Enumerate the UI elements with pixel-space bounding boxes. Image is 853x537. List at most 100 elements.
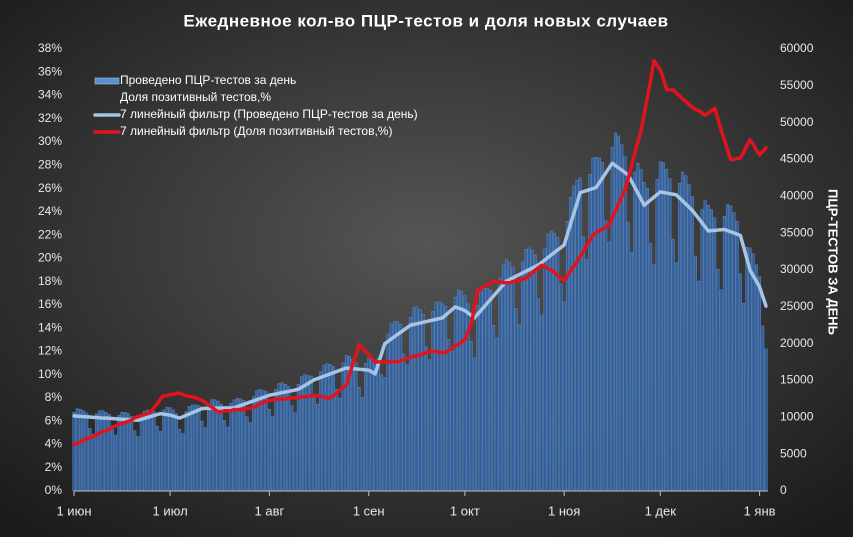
bar	[492, 325, 496, 492]
bar	[139, 415, 143, 492]
bar	[91, 434, 95, 492]
bar	[235, 397, 239, 492]
bar	[511, 266, 515, 492]
bar	[501, 263, 505, 492]
bar	[642, 182, 646, 492]
bar	[354, 362, 358, 492]
bar	[104, 411, 108, 492]
bar	[585, 259, 589, 492]
y-tick-label: 34%	[38, 88, 62, 102]
legend-label: Проведено ПЦР-тестов за день	[120, 73, 296, 87]
bar	[630, 252, 633, 492]
y-tick-label: 16%	[38, 297, 62, 311]
bar	[748, 247, 752, 492]
bar	[524, 249, 528, 492]
y-tick-label: 12%	[38, 344, 62, 358]
bar	[274, 389, 278, 492]
bar	[735, 221, 739, 492]
bar	[229, 403, 233, 492]
bar	[716, 269, 720, 492]
bar	[565, 221, 569, 492]
bar	[690, 196, 694, 492]
y2-tick-label: 60000	[780, 41, 814, 55]
bar	[114, 434, 118, 492]
bar	[370, 359, 374, 492]
bar	[610, 146, 614, 492]
bar	[617, 135, 621, 492]
bar	[344, 355, 348, 492]
bar	[678, 182, 681, 492]
legend-label: 7 линейный фильтр (Доля позитивный тесто…	[120, 124, 392, 138]
bar	[597, 157, 601, 492]
bar	[684, 175, 688, 492]
bar	[671, 238, 675, 492]
bar	[668, 178, 672, 492]
bar	[533, 255, 537, 492]
bar	[476, 305, 480, 492]
bar	[226, 426, 230, 492]
bar	[242, 400, 246, 492]
bar	[72, 411, 76, 492]
bar	[290, 405, 294, 492]
bar	[591, 157, 595, 492]
bar	[287, 386, 291, 492]
bar	[658, 161, 662, 492]
bar	[203, 427, 207, 492]
bar	[540, 314, 544, 492]
x-tick-label: 1 ноя	[548, 503, 580, 518]
bar	[473, 357, 476, 492]
y2-axis-label: ПЦР-ТЕСТОВ ЗА ДЕНЬ	[826, 189, 841, 335]
bar	[457, 289, 460, 492]
y-tick-label: 26%	[38, 181, 62, 195]
bar	[652, 264, 656, 492]
bar	[639, 169, 643, 492]
bar	[162, 409, 166, 492]
bar	[197, 405, 201, 492]
bar	[396, 321, 399, 492]
chart-title: Ежедневное кол-во ПЦР-тестов и доля новы…	[183, 11, 668, 30]
bar	[444, 305, 448, 492]
bar	[479, 291, 483, 492]
bar	[149, 410, 153, 492]
y-tick-label: 4%	[45, 437, 63, 451]
y2-tick-label: 0	[780, 483, 787, 497]
y-tick-label: 32%	[38, 111, 62, 125]
bar	[594, 157, 598, 492]
bar	[418, 309, 422, 492]
bar	[239, 398, 243, 492]
bar	[75, 408, 79, 492]
bar	[146, 409, 150, 492]
bar	[588, 174, 592, 492]
bar	[389, 323, 393, 492]
legend-label: 7 линейный фильтр (Проведено ПЦР-тестов …	[120, 107, 418, 121]
bar	[187, 406, 191, 492]
y2-tick-label: 55000	[780, 78, 814, 92]
bar	[316, 403, 319, 492]
bar	[312, 396, 316, 492]
bar	[271, 416, 275, 492]
bar	[742, 302, 745, 492]
bar	[674, 262, 678, 492]
bar	[450, 350, 454, 492]
bar	[309, 375, 313, 492]
bar	[130, 416, 134, 492]
bar	[373, 364, 377, 492]
bar	[402, 353, 406, 492]
bar	[697, 280, 701, 492]
bar	[578, 177, 582, 492]
x-tick-label: 1 авг	[255, 503, 285, 518]
bar	[447, 339, 451, 492]
bar	[171, 409, 175, 492]
bar	[245, 416, 249, 492]
bar	[152, 411, 156, 492]
x-tick-label: 1 окт	[450, 503, 480, 518]
bar	[184, 411, 188, 492]
bar	[729, 205, 733, 492]
bar	[223, 420, 226, 492]
x-tick-label: 1 сен	[353, 503, 385, 518]
bar	[200, 420, 204, 492]
bar	[95, 413, 98, 492]
bar	[495, 337, 499, 492]
bar	[434, 302, 438, 492]
bar	[264, 391, 268, 492]
